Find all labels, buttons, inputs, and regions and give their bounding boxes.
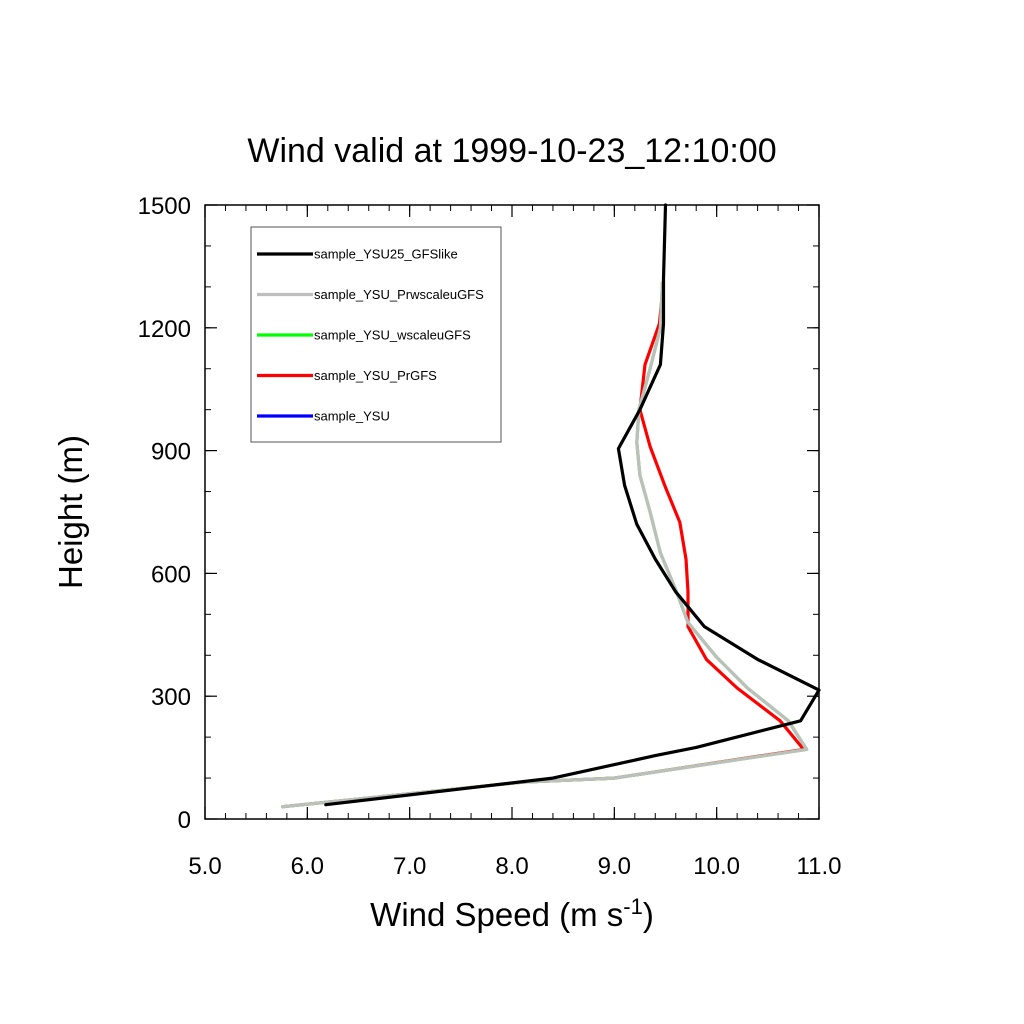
y-tick-label: 600 [151,561,191,588]
legend-label: sample_YSU_wscaleuGFS [314,328,471,343]
series-layer [281,203,821,809]
legend-label: sample_YSU [314,409,390,424]
x-axis-label: Wind Speed (m s-1) [370,894,654,933]
y-tick-label: 300 [151,684,191,711]
y-tick-label: 0 [178,807,191,834]
legend-label: sample_YSU_PrGFS [314,368,437,383]
tick-layer: 5.0 6.0 7.0 8.0 9.0 10.0 11.0 0 300 600 900 1200 150… [138,193,842,880]
y-tick-label: 1500 [138,193,191,220]
legend-label: sample_YSU_PrwscaleuGFS [314,287,484,302]
x-tick-label: 6.0 [291,853,324,880]
legend-label: sample_YSU25_GFSlike [314,247,458,262]
x-tick-label: 10.0 [693,853,740,880]
chart-title: Wind valid at 1999-10-23_12:10:00 [247,132,776,170]
y-tick-label: 1200 [138,316,191,343]
series-line-sample_YSU25_GFSlike [324,203,821,807]
y-tick-label: 900 [151,439,191,466]
x-tick-label: 7.0 [393,853,426,880]
x-tick-label: 11.0 [797,853,842,880]
y-axis-label: Height (m) [52,435,89,589]
x-tick-label: 9.0 [598,853,631,880]
legend: sample_YSU25_GFSlike sample_YSU_Prwscaleu… [250,226,502,443]
x-tick-label: 8.0 [495,853,528,880]
x-tick-label: 5.0 [188,853,221,880]
